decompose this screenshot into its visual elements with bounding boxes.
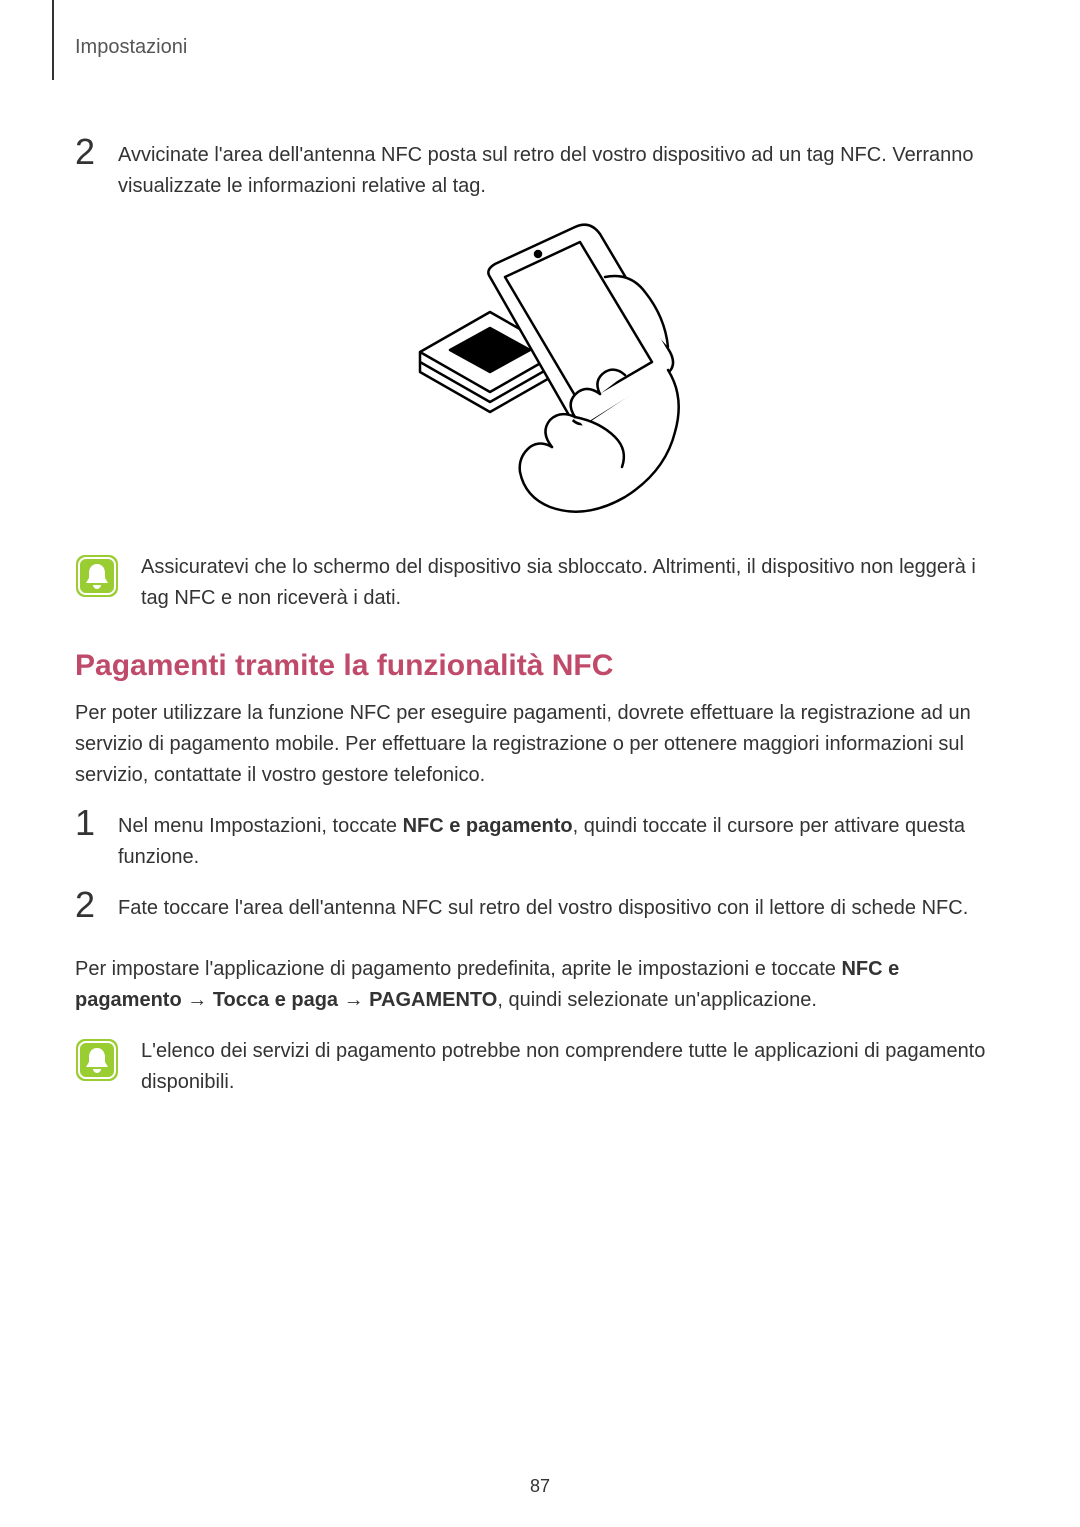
nfc-illustration-svg — [390, 222, 690, 522]
bold-text: NFC e pagamento — [403, 815, 573, 837]
note-text: L'elenco dei servizi di pagamento potreb… — [141, 1036, 1005, 1098]
note-unlock-screen: Assicuratevi che lo schermo del disposit… — [75, 552, 1005, 614]
arrow-text: → — [182, 989, 213, 1011]
bold-text: Tocca e paga — [213, 989, 338, 1011]
section-heading-nfc-payments: Pagamenti tramite la funzionalità NFC — [75, 649, 1005, 683]
header-section-label: Impostazioni — [75, 36, 187, 59]
note-payment-list: L'elenco dei servizi di pagamento potreb… — [75, 1036, 1005, 1098]
step-number: 1 — [75, 805, 110, 841]
text-fragment: Per impostare l'applicazione di pagament… — [75, 958, 841, 980]
note-text: Assicuratevi che lo schermo del disposit… — [141, 552, 1005, 614]
step-2-top: 2 Avvicinate l'area dell'antenna NFC pos… — [75, 140, 1005, 202]
step-text: Avvicinate l'area dell'antenna NFC posta… — [118, 140, 1005, 202]
bell-notification-icon — [75, 1038, 119, 1082]
document-page: Impostazioni 2 Avvicinate l'area dell'an… — [0, 0, 1080, 1527]
page-content: 2 Avvicinate l'area dell'antenna NFC pos… — [75, 40, 1005, 1098]
step-number: 2 — [75, 887, 110, 923]
bold-text: PAGAMENTO — [369, 989, 497, 1011]
arrow-text: → — [338, 989, 369, 1011]
page-number: 87 — [0, 1476, 1080, 1497]
nfc-hand-illustration — [75, 222, 1005, 527]
header-rule — [52, 0, 54, 80]
step-text: Nel menu Impostazioni, toccate NFC e pag… — [118, 811, 1005, 873]
text-fragment: Nel menu Impostazioni, toccate — [118, 815, 403, 837]
section-intro-paragraph: Per poter utilizzare la funzione NFC per… — [75, 698, 1005, 791]
step-1: 1 Nel menu Impostazioni, toccate NFC e p… — [75, 811, 1005, 873]
step-number: 2 — [75, 134, 110, 170]
text-fragment: , quindi selezionate un'applicazione. — [497, 989, 817, 1011]
default-app-paragraph: Per impostare l'applicazione di pagament… — [75, 954, 1005, 1016]
step-text: Fate toccare l'area dell'antenna NFC sul… — [118, 893, 1005, 924]
step-2: 2 Fate toccare l'area dell'antenna NFC s… — [75, 893, 1005, 924]
bell-notification-icon — [75, 554, 119, 598]
